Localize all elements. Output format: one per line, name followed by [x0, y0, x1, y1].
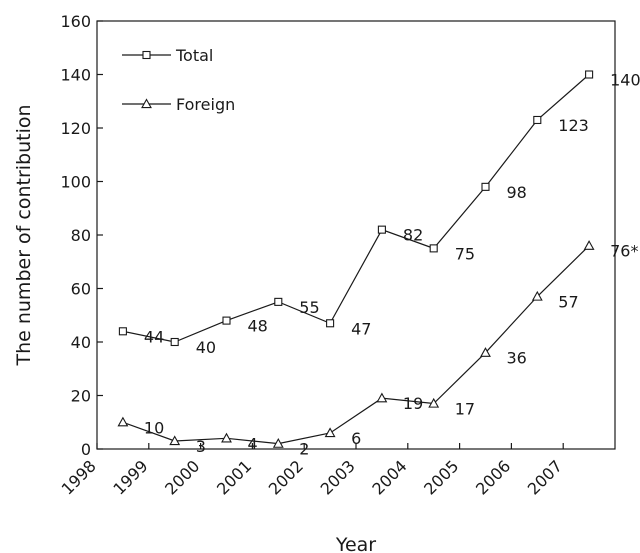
x-tick-label: 2003 [317, 456, 359, 498]
plot-frame [96, 20, 616, 450]
y-tick-label: 140 [60, 66, 91, 85]
y-tick-label: 100 [60, 173, 91, 192]
data-label-total: 47 [351, 319, 371, 338]
x-tick-label: 2007 [524, 456, 566, 498]
data-label-total: 82 [403, 226, 423, 245]
data-point-total [222, 316, 231, 325]
data-point-foreign [428, 397, 440, 408]
data-point-foreign [117, 416, 129, 427]
data-label-total: 48 [248, 317, 268, 336]
data-label-foreign: 3 [196, 437, 206, 456]
data-label-foreign: 17 [455, 400, 475, 419]
y-tick-label: 120 [60, 119, 91, 138]
data-label-total: 44 [144, 327, 164, 346]
legend: Total Foreign [122, 46, 235, 114]
series-layer: 44 40 48 55 47 82 75 98 123 140* 10 3 4 2 6 19 17 36 57 76* [117, 70, 640, 459]
x-tick-label: 1998 [58, 456, 100, 498]
x-tick-label: 2004 [368, 456, 410, 498]
data-label-total: 123 [558, 116, 589, 135]
series-line-foreign [122, 245, 590, 445]
y-tick-label: 20 [71, 387, 91, 406]
legend-item-foreign: Foreign [122, 95, 235, 114]
x-tick-label: 2005 [420, 456, 462, 498]
x-tick-label: 2000 [161, 456, 203, 498]
data-point-total [118, 327, 127, 336]
data-point-foreign [376, 392, 388, 403]
data-label-foreign: 57 [558, 293, 578, 312]
legend-label-foreign: Foreign [176, 95, 235, 114]
data-label-foreign: 76* [610, 242, 638, 261]
x-axis-ticks: 1998 1999 2000 2001 2002 2003 2004 2005 2006 2007 [58, 443, 566, 499]
data-point-foreign [221, 432, 232, 443]
data-point-total [585, 70, 594, 79]
data-point-total [481, 182, 490, 191]
data-label-total: 55 [299, 298, 319, 317]
data-point-foreign [583, 240, 595, 250]
data-point-total [170, 337, 179, 347]
data-point-foreign [169, 435, 181, 446]
data-label-foreign: 36 [507, 349, 527, 368]
legend-marker-foreign [141, 98, 152, 109]
data-label-foreign: 4 [248, 434, 258, 453]
data-label-total: 75 [455, 244, 475, 263]
data-label-total: 98 [507, 183, 527, 202]
data-label-foreign: 2 [299, 440, 309, 459]
y-tick-label: 60 [71, 280, 91, 299]
data-point-foreign [531, 290, 543, 301]
data-point-total [326, 319, 335, 328]
data-label-foreign: 10 [144, 418, 164, 437]
data-label-total: 140* [610, 71, 640, 90]
data-point-total [274, 297, 283, 306]
data-point-foreign [272, 438, 284, 448]
data-point-total [429, 244, 438, 253]
y-tick-label: 160 [60, 12, 91, 31]
x-tick-label: 2006 [472, 456, 514, 498]
data-label-foreign: 6 [351, 429, 361, 448]
data-label-total: 40 [196, 338, 216, 357]
data-point-total [377, 225, 386, 234]
x-tick-label: 2001 [213, 456, 255, 498]
legend-label-total: Total [175, 46, 213, 65]
x-tick-label: 2002 [265, 456, 307, 498]
y-tick-label: 0 [81, 440, 91, 459]
data-point-total [533, 115, 542, 125]
legend-marker-total [142, 50, 151, 60]
x-tick-label: 1999 [109, 456, 151, 498]
series-foreign: 10 3 4 2 6 19 17 36 57 76* [117, 240, 638, 459]
y-axis-ticks: 0 20 40 60 80 100 120 140 160 [60, 12, 103, 459]
data-point-foreign [480, 347, 491, 357]
plot-border [96, 20, 616, 450]
x-axis-title: Year [335, 534, 376, 553]
legend-item-total: Total [122, 46, 213, 65]
series-total: 44 40 48 55 47 82 75 98 123 140* [118, 70, 640, 357]
data-point-foreign [324, 427, 336, 438]
y-tick-label: 80 [71, 226, 91, 245]
y-axis-title: The number of contribution [13, 104, 35, 366]
series-line-total [122, 74, 590, 343]
y-tick-label: 40 [71, 333, 91, 352]
data-label-foreign: 19 [403, 394, 423, 413]
